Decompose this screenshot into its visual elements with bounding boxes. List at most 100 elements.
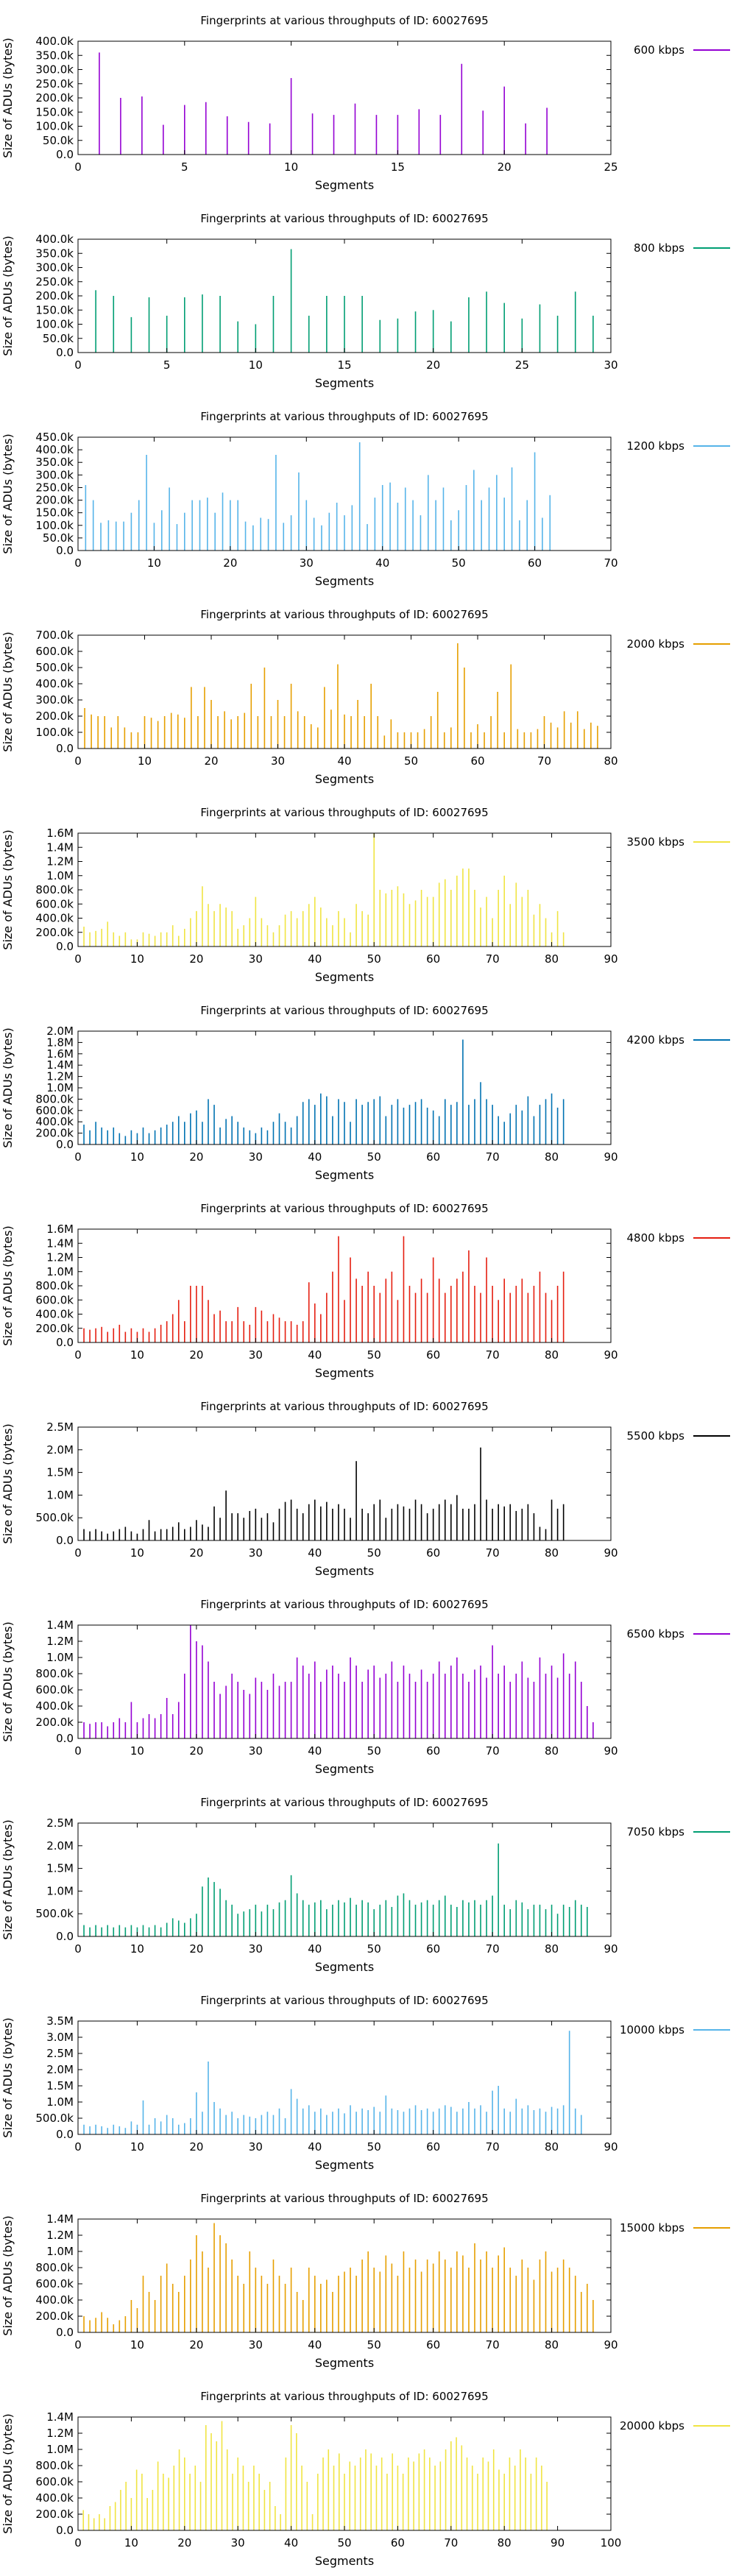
x-tick-label: 60 [426, 2338, 440, 2352]
y-tick-label: 0.0 [56, 2524, 74, 2537]
x-tick-label: 70 [486, 1150, 500, 1164]
chart-title: Fingerprints at various throughputs of I… [200, 608, 488, 621]
chart-panel-2: Fingerprints at various throughputs of I… [1, 410, 730, 588]
legend-label: 1200 kbps [627, 439, 685, 453]
plot-frame [77, 1228, 612, 1343]
y-tick-label: 200.0k [35, 926, 74, 939]
x-tick-label: 0 [74, 556, 82, 570]
x-tick-label: 80 [545, 1744, 559, 1758]
x-tick-label: 40 [308, 1150, 322, 1164]
y-tick-label: 1.2M [46, 2229, 74, 2242]
x-tick-label: 90 [604, 1348, 618, 1362]
y-tick-label: 1.2M [46, 2427, 74, 2440]
legend: 20000 kbps [620, 2419, 730, 2432]
y-tick-label: 400.0k [35, 233, 74, 246]
bar-series [83, 2031, 582, 2134]
y-tick-label: 1.0M [46, 869, 74, 882]
bar-series [84, 643, 598, 749]
y-tick-label: 3.5M [46, 2014, 74, 2028]
x-tick-label: 90 [604, 952, 618, 966]
y-tick-label: 2.5M [46, 1420, 74, 1434]
x-tick-label: 60 [426, 1942, 440, 1956]
y-tick-label: 300.0k [35, 63, 74, 77]
y-tick-label: 1.2M [46, 1070, 74, 1083]
x-tick-label: 50 [367, 1150, 381, 1164]
y-tick-label: 300.0k [35, 261, 74, 275]
x-tick-label: 10 [130, 952, 144, 966]
bar-series [83, 1625, 594, 1738]
x-tick-label: 70 [444, 2536, 458, 2550]
y-tick-label: 1.4M [46, 1236, 74, 1250]
x-tick-label: 80 [545, 1348, 559, 1362]
y-tick-label: 600.0k [35, 2277, 74, 2290]
x-tick-label: 60 [426, 2140, 440, 2154]
x-tick-label: 80 [545, 1546, 559, 1560]
legend: 10000 kbps [620, 2023, 730, 2037]
x-tick-label: 40 [337, 754, 351, 768]
x-tick-label: 10 [284, 160, 298, 174]
x-tick-label: 20 [498, 160, 512, 174]
x-tick-label: 15 [337, 358, 351, 372]
y-tick-label: 600.0k [35, 897, 74, 910]
x-tick-label: 50 [367, 1546, 381, 1560]
legend-label: 4800 kbps [627, 1231, 685, 1245]
x-tick-label: 40 [308, 952, 322, 966]
x-tick-label: 30 [249, 1744, 263, 1758]
legend-label: 600 kbps [634, 43, 684, 57]
x-tick-label: 0 [74, 1150, 82, 1164]
x-tick-label: 20 [189, 1348, 203, 1362]
x-tick-label: 40 [375, 556, 389, 570]
x-tick-label: 5 [181, 160, 188, 174]
x-tick-label: 90 [604, 1150, 618, 1164]
y-tick-label: 0.0 [56, 1138, 74, 1151]
bar-series [82, 2421, 548, 2530]
x-tick-label: 60 [426, 1150, 440, 1164]
x-tick-label: 10 [130, 1942, 144, 1956]
y-tick-label: 1.4M [46, 1058, 74, 1072]
chart-panel-1: Fingerprints at various throughputs of I… [1, 212, 730, 390]
x-tick-label: 20 [223, 556, 237, 570]
plot-frame [77, 634, 612, 749]
chart-title: Fingerprints at various throughputs of I… [200, 212, 488, 225]
x-tick-label: 10 [124, 2536, 138, 2550]
y-tick-label: 1.5M [46, 1466, 74, 1479]
y-axis-label: Size of ADUs (bytes) [1, 2413, 15, 2533]
legend-label: 20000 kbps [620, 2419, 684, 2432]
y-tick-label: 200.0k [35, 1127, 74, 1140]
y-tick-label: 200.0k [35, 289, 74, 302]
y-tick-label: 200.0k [35, 1716, 74, 1729]
y-tick-label: 600.0k [35, 1683, 74, 1696]
y-tick-label: 250.0k [35, 275, 74, 289]
y-tick-label: 400.0k [35, 1308, 74, 1321]
x-axis-label: Segments [315, 2554, 374, 2568]
y-tick-label: 350.0k [35, 49, 74, 62]
x-tick-label: 0 [74, 952, 82, 966]
y-tick-label: 1.0M [46, 1884, 74, 1897]
x-tick-label: 10 [130, 1744, 144, 1758]
x-tick-label: 50 [367, 952, 381, 966]
x-tick-label: 0 [74, 1942, 82, 1956]
y-axis-label: Size of ADUs (bytes) [1, 1225, 15, 1345]
x-tick-label: 20 [204, 754, 218, 768]
y-tick-label: 1.2M [46, 1251, 74, 1264]
chart-panel-5: Fingerprints at various throughputs of I… [1, 1004, 730, 1182]
y-tick-label: 500.0k [35, 1907, 74, 1920]
x-tick-label: 70 [604, 556, 618, 570]
legend-label: 2000 kbps [627, 637, 685, 651]
y-axis-label: Size of ADUs (bytes) [1, 38, 15, 158]
x-tick-label: 60 [391, 2536, 405, 2550]
plot-frame [77, 238, 612, 353]
x-tick-label: 70 [486, 1744, 500, 1758]
y-tick-label: 1.0M [46, 1488, 74, 1501]
y-tick-label: 800.0k [35, 1092, 74, 1105]
y-tick-label: 0.0 [56, 1930, 74, 1943]
x-tick-label: 60 [426, 1744, 440, 1758]
y-tick-label: 50.0k [43, 332, 74, 345]
y-tick-label: 50.0k [43, 134, 74, 147]
x-tick-label: 30 [231, 2536, 245, 2550]
legend: 5500 kbps [627, 1429, 730, 1443]
y-tick-label: 1.6M [46, 1222, 74, 1236]
chart-title: Fingerprints at various throughputs of I… [200, 1598, 488, 1611]
x-axis-label: Segments [315, 1168, 374, 1182]
x-tick-label: 0 [74, 1744, 82, 1758]
